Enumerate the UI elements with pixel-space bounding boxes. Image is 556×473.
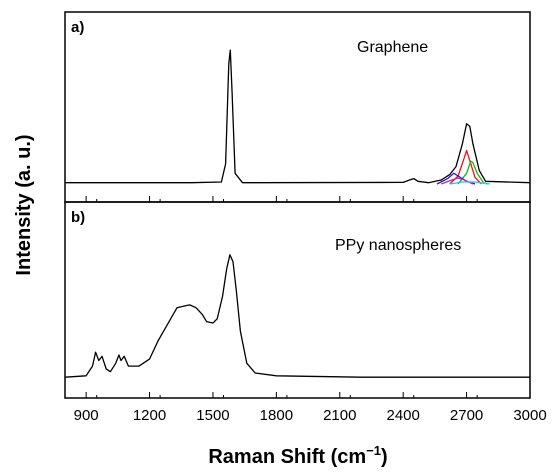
x-tick-label: 900 (74, 407, 99, 424)
series-magenta-line (440, 177, 474, 185)
x-tick-label: 2400 (386, 407, 419, 424)
panels-layer: a) Graphene b) PPy nanospheres 900 1200 1500 18… (64, 11, 547, 424)
x-tick-label: 2700 (450, 407, 483, 424)
series-main-line (65, 49, 531, 184)
panel-title: PPy nanospheres (335, 237, 461, 254)
x-tick-label: 1800 (260, 407, 293, 424)
x-tick-label: 1500 (196, 407, 229, 424)
panel-b: b) PPy nanospheres (64, 201, 531, 399)
panel-frame (64, 11, 531, 203)
series-cyan-line (449, 181, 490, 185)
x-tick-label: 2100 (323, 407, 356, 424)
panel-tag: b) (71, 209, 85, 226)
panel-frame (64, 201, 531, 399)
panel-tag: a) (71, 19, 84, 36)
y-axis-title: Intensity (a. u.) (13, 134, 35, 275)
panel-a: a) Graphene (64, 11, 531, 203)
x-tick-label: 3000 (513, 407, 546, 424)
x-tick-label: 1200 (133, 407, 166, 424)
panel-title: Graphene (357, 39, 428, 56)
x-axis-title: Raman Shift (cm−1) (208, 443, 387, 468)
series-main-line (64, 254, 530, 378)
